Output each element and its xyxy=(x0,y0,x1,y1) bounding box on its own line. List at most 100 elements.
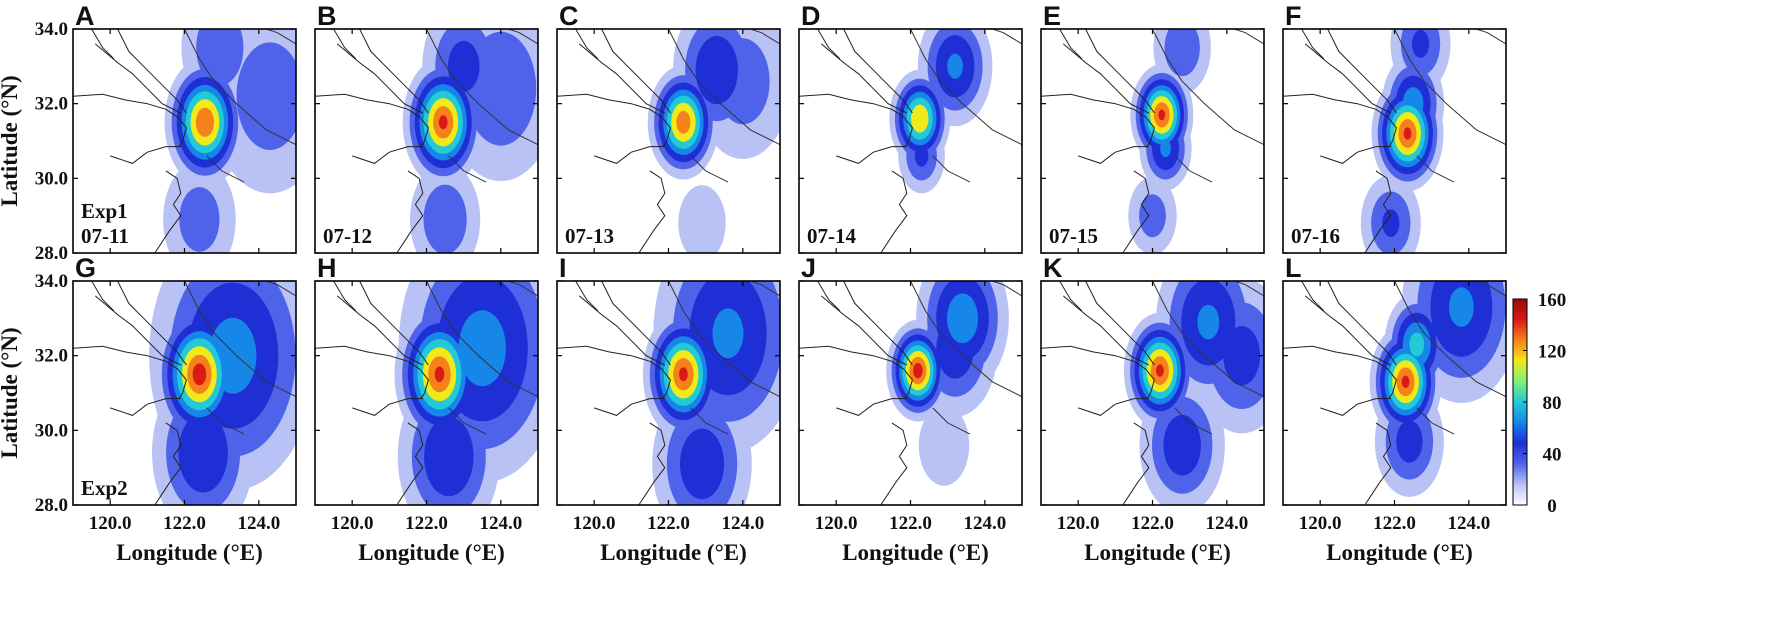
x-axis-title: Longitude (°E) xyxy=(116,540,263,565)
panel-letter: D xyxy=(801,1,821,31)
field-level-35-spot-3 xyxy=(1382,209,1400,238)
colorbar: 0 40 80 120 160 xyxy=(1512,290,1566,517)
coastline-3 xyxy=(817,281,841,312)
coastline-5 xyxy=(880,422,908,505)
coastline-3 xyxy=(1059,29,1083,60)
isobath-0 xyxy=(1394,281,1506,398)
coastline-0 xyxy=(1283,345,1390,371)
field-level-35-spot-2 xyxy=(1411,30,1430,58)
map-lines xyxy=(557,29,780,253)
isobath-0 xyxy=(426,281,538,398)
panel-letter: K xyxy=(1043,253,1063,283)
y-tick-label: 28.0 xyxy=(35,243,68,264)
coastline-3 xyxy=(575,29,599,60)
coastline-5 xyxy=(1364,170,1392,253)
isobath-1 xyxy=(750,281,780,297)
coastline-3 xyxy=(817,29,841,60)
coastline-5 xyxy=(638,422,666,505)
coastline-1 xyxy=(578,295,666,366)
coastline-1 xyxy=(94,43,182,114)
isobath-1 xyxy=(750,29,780,45)
x-tick-label: 120.0 xyxy=(89,513,132,534)
panel-letter: E xyxy=(1043,1,1061,31)
isobath-2 xyxy=(690,155,729,183)
panel-k: 120.0 122.0 124.0 K Longitude (°E) xyxy=(1040,253,1265,565)
isobath-2 xyxy=(206,155,245,183)
coastline-1 xyxy=(94,295,182,366)
x-tick-label: 122.0 xyxy=(1131,513,1174,534)
panel-f: F 07-16 xyxy=(1282,1,1507,254)
field-level-35-spot-2 xyxy=(178,412,228,493)
coastline-2 xyxy=(601,29,671,114)
field-level-55-spot-1 xyxy=(712,308,744,359)
x-axis-title: Longitude (°E) xyxy=(358,540,505,565)
isobath-2 xyxy=(932,155,971,183)
coastline-3 xyxy=(1301,281,1325,312)
coastline-4 xyxy=(1078,398,1149,416)
coastline-2 xyxy=(359,281,429,366)
isobath-2 xyxy=(1174,155,1213,183)
coastline-5 xyxy=(880,170,908,253)
coastline-1 xyxy=(820,43,908,114)
coastline-2 xyxy=(1327,281,1397,366)
concentration-field xyxy=(647,29,780,253)
isobath-2 xyxy=(448,155,487,183)
isobath-0 xyxy=(668,281,780,398)
coastline-1 xyxy=(1062,295,1150,366)
coastline-2 xyxy=(1085,281,1155,366)
map-lines xyxy=(1041,29,1264,253)
coastline-5 xyxy=(396,170,424,253)
field-level-55-spot-1 xyxy=(947,53,963,79)
field-level-20-spot-3 xyxy=(423,184,467,253)
coastline-1 xyxy=(1304,43,1392,114)
coastline-3 xyxy=(91,281,115,312)
coastline-0 xyxy=(557,345,664,371)
field-level-145-spot-0 xyxy=(192,363,207,386)
isobath-1 xyxy=(508,281,538,297)
coastline-3 xyxy=(333,281,357,312)
isobath-0 xyxy=(426,29,538,146)
map-lines xyxy=(799,29,1022,253)
coastline-6 xyxy=(420,118,429,147)
field-level-145-spot-0 xyxy=(679,367,688,382)
panel-letter: L xyxy=(1285,253,1302,283)
map-lines xyxy=(799,281,1022,505)
concentration-field xyxy=(1128,29,1211,253)
coastline-1 xyxy=(336,295,424,366)
panel-g: 120.0 122.0 124.0 28.0 30.0 32.0 34.0 G Exp2 Long… xyxy=(0,253,297,565)
coastline-0 xyxy=(799,345,906,371)
panel-d: D 07-14 xyxy=(798,1,1023,254)
coastline-2 xyxy=(843,29,913,114)
coastline-4 xyxy=(594,146,665,164)
field-level-100-spot-0 xyxy=(911,104,929,133)
isobath-1 xyxy=(992,281,1022,297)
concentration-field xyxy=(149,281,296,505)
panel-j: 120.0 122.0 124.0 J Longitude (°E) xyxy=(798,253,1023,565)
coastline-1 xyxy=(1304,295,1392,366)
panel-annotation: 07-14 xyxy=(807,224,856,248)
coastline-2 xyxy=(601,281,671,366)
x-tick-label: 124.0 xyxy=(1205,513,1248,534)
x-axis-title: Longitude (°E) xyxy=(1326,540,1473,565)
field-level-55-spot-1 xyxy=(1197,304,1220,340)
concentration-field xyxy=(642,281,780,505)
coastline-3 xyxy=(1301,29,1325,60)
panel-letter: G xyxy=(75,253,96,283)
isobath-0 xyxy=(1152,29,1264,146)
coastline-0 xyxy=(799,93,906,119)
coastline-0 xyxy=(73,345,180,371)
isobath-1 xyxy=(266,281,296,297)
panel-letter: B xyxy=(317,1,337,31)
coastline-6 xyxy=(1146,118,1155,147)
field-level-145-spot-0 xyxy=(1401,375,1410,388)
isobath-2 xyxy=(1416,155,1455,183)
y-tick-label: 32.0 xyxy=(35,346,68,367)
panel-annotation: 07-16 xyxy=(1291,224,1340,248)
x-axis-title: Longitude (°E) xyxy=(600,540,747,565)
panel-c: C 07-13 xyxy=(556,1,781,254)
concentration-field xyxy=(889,29,993,194)
coastline-0 xyxy=(1283,93,1390,119)
isobath-1 xyxy=(1476,29,1506,45)
field-level-8-spot-3 xyxy=(918,404,970,486)
